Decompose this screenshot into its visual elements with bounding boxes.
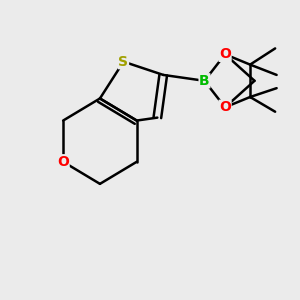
Text: O: O <box>219 100 231 114</box>
Text: S: S <box>118 55 128 69</box>
Text: B: B <box>199 74 210 88</box>
Text: O: O <box>57 155 69 169</box>
Text: O: O <box>219 47 231 61</box>
